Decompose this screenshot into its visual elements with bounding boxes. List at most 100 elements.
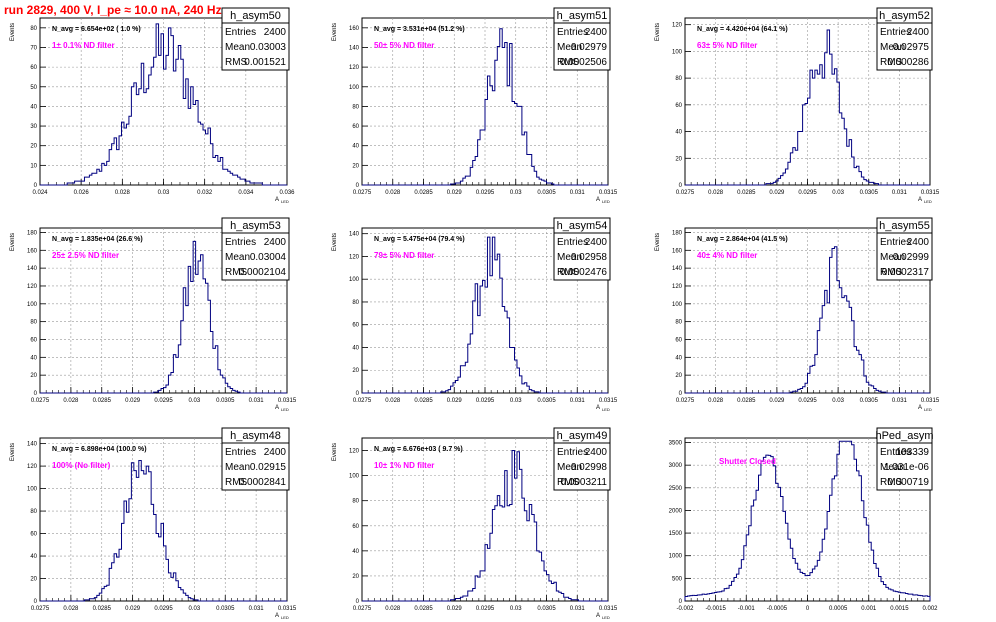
y-tick-label: 40	[30, 355, 37, 361]
y-tick-label: 80	[352, 300, 359, 306]
y-tick-label: 1500	[669, 531, 683, 537]
x-tick-label: 0.0295	[476, 398, 495, 404]
stats-value-rms: 0.0002317	[882, 267, 930, 278]
filter-label: 1± 0.1% ND filter	[52, 41, 115, 50]
y-tick-label: 80	[30, 320, 37, 326]
y-tick-label: 20	[30, 144, 37, 150]
stats-title: hPed_asym	[875, 430, 933, 442]
stats-key-mean: Mean	[557, 42, 582, 53]
histogram-line	[40, 240, 287, 394]
y-tick-label: 40	[352, 345, 359, 351]
x-tick-label: 0.002	[922, 606, 938, 612]
filter-label: 25± 2.5% ND filter	[52, 251, 119, 260]
filter-label: 63± 5% ND filter	[697, 41, 757, 50]
x-tick-label: 0.001	[861, 606, 877, 612]
y-tick-label: 40	[30, 104, 37, 110]
x-tick-label: 0.029	[447, 606, 463, 612]
x-tick-label: 0.0295	[798, 190, 817, 196]
stats-value-mean: 0.02915	[250, 462, 287, 473]
histogram-line	[362, 28, 608, 186]
y-tick-label: 0	[34, 391, 38, 397]
x-tick-label: 0.0305	[860, 190, 879, 196]
x-axis-label-sub: LED	[602, 407, 610, 412]
x-tick-label: 0.029	[769, 398, 785, 404]
stats-key-entries: Entries	[557, 27, 588, 38]
y-tick-label: 50	[30, 85, 37, 91]
stats-title: h_asym50	[230, 10, 281, 22]
x-tick-label: 0.028	[63, 398, 79, 404]
x-tick-label: 0.028	[63, 606, 79, 612]
x-tick-label: 0.0275	[31, 398, 50, 404]
stats-value-rms: 0.0002476	[560, 267, 608, 278]
x-tick-label: 0.026	[74, 190, 90, 196]
x-tick-label: 0.0285	[737, 190, 756, 196]
stats-key-entries: Entries	[557, 447, 588, 458]
navg-label: N_avg = 4.420e+04 (64.1 %)	[697, 26, 788, 33]
stats-key-mean: Mean	[557, 252, 582, 263]
histogram-panel-h_asym51: 0.0275 0.028 0.0285 0.029 0.0295 0.03 0.0305 0.…	[332, 7, 618, 204]
x-tick-label: 0.0305	[537, 190, 556, 196]
x-tick-label: 0.0295	[476, 190, 495, 196]
stats-key-mean: Mean	[225, 42, 250, 53]
stats-value-rms: 0.000286	[887, 57, 929, 68]
stats-key-mean: Mean	[880, 252, 905, 263]
histogram-panel-h_asym49: 0.0275 0.028 0.0285 0.029 0.0295 0.03 0.0305 0.…	[332, 427, 618, 620]
x-tick-label: 0.0275	[31, 606, 50, 612]
stats-key-rms: RMS	[557, 477, 580, 488]
x-tick-label: 0.0315	[599, 606, 618, 612]
x-tick-label: 0.0275	[676, 398, 695, 404]
x-tick-label: 0.029	[769, 190, 785, 196]
stats-value-entries: 2400	[264, 27, 287, 38]
histogram-line	[685, 29, 930, 186]
x-tick-label: 0.0015	[890, 606, 909, 612]
x-tick-label: 0.028	[385, 190, 401, 196]
y-tick-label: 160	[27, 248, 38, 254]
histogram-line	[685, 246, 930, 394]
stats-box	[553, 442, 611, 491]
x-tick-label: 0.029	[447, 398, 463, 404]
stats-value-entries: 2400	[585, 237, 608, 248]
histogram-line	[40, 459, 287, 602]
x-tick-label: 0	[806, 606, 810, 612]
y-tick-label: 140	[349, 45, 360, 51]
x-tick-label: 0.032	[197, 190, 213, 196]
y-tick-label: 180	[27, 230, 38, 236]
x-axis-label-sub: LED	[602, 199, 610, 204]
x-axis-label-sub: LED	[281, 199, 289, 204]
x-tick-label: 0.0315	[599, 190, 618, 196]
y-axis-label: Events	[332, 233, 338, 251]
stats-key-entries: Entries	[880, 237, 911, 248]
navg-label: N_avg = 2.864e+04 (41.5 %)	[697, 236, 788, 243]
y-axis-label: Events	[10, 233, 16, 251]
x-axis-label: A	[596, 405, 600, 411]
x-tick-label: 0.0305	[216, 398, 235, 404]
stats-value-mean: 0.02975	[893, 42, 930, 53]
x-tick-label: 0.0305	[860, 398, 879, 404]
y-tick-label: 3000	[669, 463, 683, 469]
histogram-panel-hPed_asym: -0.002 -0.0015 -0.001 -0.0005 0 0.0005 0.001 0.…	[669, 427, 938, 612]
y-tick-label: 140	[349, 232, 360, 238]
y-tick-label: 120	[349, 65, 360, 71]
x-tick-label: 0.0315	[278, 398, 297, 404]
histogram-panel-h_asym54: 0.0275 0.028 0.0285 0.029 0.0295 0.03 0.0305 0.…	[332, 217, 618, 412]
y-axis-label: Events	[332, 443, 338, 461]
x-tick-label: 0.0285	[93, 606, 112, 612]
stats-value-entries: 103339	[896, 447, 930, 458]
stats-value-mean: 0.02979	[571, 42, 608, 53]
stats-key-entries: Entries	[880, 27, 911, 38]
stats-key-rms: RMS	[880, 267, 903, 278]
x-tick-label: 0.0285	[414, 190, 433, 196]
x-tick-label: 0.028	[708, 190, 724, 196]
x-tick-label: 0.03	[510, 190, 522, 196]
histogram-line	[684, 440, 931, 601]
histogram-panel-h_asym55: 0.0275 0.028 0.0285 0.029 0.0295 0.03 0.0305 0.…	[655, 217, 940, 412]
x-tick-label: 0.028	[708, 398, 724, 404]
x-tick-label: 0.03	[158, 190, 170, 196]
y-tick-label: 1000	[669, 554, 683, 560]
stats-value-entries: 2400	[585, 447, 608, 458]
y-tick-label: 140	[672, 266, 683, 272]
stats-title: h_asym49	[557, 430, 608, 442]
x-tick-label: 0.031	[570, 606, 586, 612]
x-tick-label: 0.0295	[476, 606, 495, 612]
stats-key-rms: RMS	[225, 477, 248, 488]
